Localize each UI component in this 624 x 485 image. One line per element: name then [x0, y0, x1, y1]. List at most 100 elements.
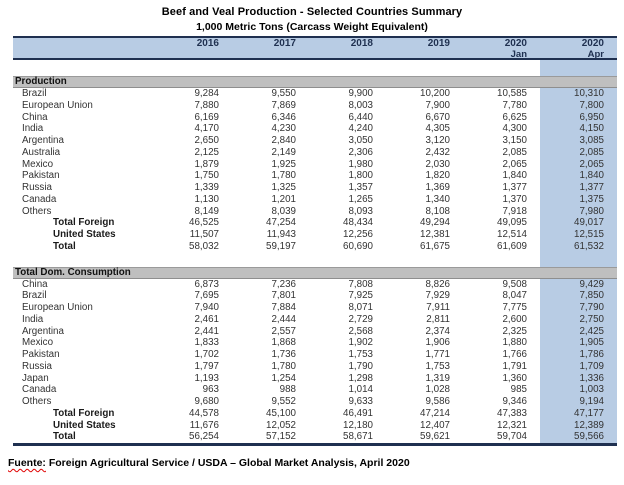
value-cell: 1,028: [425, 384, 450, 396]
value-cell: 1,797: [194, 360, 219, 372]
page-title: Beef and Veal Production - Selected Coun…: [161, 6, 463, 18]
value-cell: 1,753: [425, 360, 450, 372]
value-cell: 4,300: [502, 123, 527, 135]
value-cell: 1,014: [348, 384, 373, 396]
column-header: 2019: [386, 38, 463, 60]
value-cell: 8,039: [271, 205, 296, 217]
summary-table: 2016 2017 2018 2019 2020 Jan 2020 Apr Productio…: [13, 36, 617, 446]
value-cell: 1,925: [271, 158, 296, 170]
table-row: Mexico 1,879 1,925 1,980 2,030 2,065 2,065: [13, 158, 617, 171]
value-cell: 2,557: [271, 325, 296, 337]
table-row: Mexico 1,833 1,868 1,902 1,906 1,880 1,905: [13, 337, 617, 349]
table-row: India 4,170 4,230 4,240 4,305 4,300 4,150: [13, 123, 617, 135]
table-row: Total 56,254 57,152 58,671 59,621 59,704 59,56…: [13, 431, 617, 443]
page-subtitle: 1,000 Metric Tons (Carcass Weight Equiva…: [196, 21, 428, 33]
table-row: Australia 2,125 2,149 2,306 2,432 2,085 2,085: [13, 146, 617, 159]
value-cell: 58,032: [189, 240, 219, 252]
column-header: 2020 Jan: [463, 38, 540, 60]
value-cell: 9,552: [271, 396, 296, 407]
table-row: Pakistan 1,702 1,736 1,753 1,771 1,766 1,786: [13, 349, 617, 361]
value-cell: 1,319: [425, 372, 450, 384]
value-cell: 4,170: [194, 123, 219, 135]
value-cell: 1,709: [540, 360, 617, 373]
value-cell: 1,905: [540, 337, 617, 349]
row-label: Total: [53, 240, 76, 252]
value-cell: 2,568: [348, 325, 373, 337]
value-cell: 1,833: [194, 337, 219, 349]
value-cell: 46,491: [343, 407, 373, 419]
row-label: Pakistan: [22, 349, 60, 360]
value-cell: 7,911: [426, 302, 450, 313]
value-cell: 6,670: [425, 111, 450, 123]
column-header: 2016: [155, 38, 232, 60]
row-label: China: [22, 111, 48, 123]
value-cell: 1,753: [348, 349, 373, 360]
table-row: Brazil 9,284 9,550 9,900 10,200 10,585 10,310: [13, 88, 617, 100]
value-cell: 7,800: [540, 99, 617, 112]
row-label: Canada: [22, 384, 57, 396]
value-cell: 1,298: [348, 372, 373, 384]
value-cell: 9,284: [194, 88, 219, 99]
value-cell: 2,444: [271, 313, 296, 325]
value-cell: 3,050: [348, 135, 373, 146]
value-cell: 2,149: [271, 146, 296, 158]
value-cell: 7,940: [194, 302, 219, 313]
value-cell: 7,236: [271, 278, 296, 290]
column-header: 2020 Apr: [540, 38, 617, 60]
column-header-year: 2018: [350, 38, 373, 49]
value-cell: 46,525: [189, 217, 219, 229]
value-cell: 59,621: [420, 431, 450, 443]
source-text: Foreign Agricultural Service / USDA – Gl…: [48, 457, 410, 469]
value-cell: 49,294: [420, 217, 450, 229]
value-cell: 6,950: [540, 111, 617, 124]
value-cell: 1,265: [348, 193, 373, 205]
value-cell: 3,085: [540, 135, 617, 147]
table-row: Pakistan 1,750 1,780 1,800 1,820 1,840 1,840: [13, 170, 617, 182]
value-cell: 1,201: [271, 193, 296, 205]
value-cell: 10,200: [420, 88, 450, 99]
value-cell: 8,826: [425, 278, 450, 290]
value-cell: 1,736: [271, 349, 296, 360]
value-cell: 47,383: [497, 407, 527, 419]
column-header-sub: Apr: [587, 49, 604, 60]
value-cell: 1,193: [194, 372, 219, 384]
value-cell: 7,880: [194, 99, 219, 111]
value-cell: 6,346: [271, 111, 296, 123]
value-cell: 47,254: [266, 217, 296, 229]
row-label: Japan: [22, 372, 49, 384]
column-header-year: 2020: [504, 38, 527, 49]
value-cell: 8,108: [425, 205, 450, 217]
value-cell: 11,507: [189, 229, 219, 240]
value-cell: 1,790: [348, 360, 373, 372]
value-cell: 57,152: [266, 431, 296, 443]
value-cell: 60,690: [343, 240, 373, 252]
value-cell: 47,214: [420, 407, 450, 419]
row-label: Brazil: [22, 290, 47, 302]
row-label: European Union: [22, 302, 93, 313]
value-cell: 7,695: [194, 290, 219, 302]
value-cell: 44,578: [189, 407, 219, 419]
table-row: Total Foreign 44,578 45,100 46,491 47,214 47,…: [13, 407, 617, 420]
value-cell: 7,780: [502, 99, 527, 111]
value-cell: 2,125: [194, 146, 219, 158]
value-cell: 45,100: [266, 407, 296, 419]
table-row: China 6,169 6,346 6,440 6,670 6,625 6,950: [13, 111, 617, 124]
table-body: Production Brazil 9,284 9,550 9,900 10,200 10,…: [13, 76, 617, 443]
value-cell: 10,310: [540, 88, 617, 100]
row-label: Total Foreign: [53, 217, 115, 229]
value-cell: 7,929: [425, 290, 450, 302]
value-cell: 2,306: [348, 146, 373, 158]
value-cell: 8,071: [348, 302, 373, 313]
value-cell: 1,369: [425, 182, 450, 193]
value-cell: 6,873: [194, 278, 219, 290]
source-label: Fuente:: [8, 457, 46, 469]
value-cell: 6,169: [194, 111, 219, 123]
table-row: China 6,873 7,236 7,808 8,826 9,508 9,429: [13, 278, 617, 291]
row-label: Australia: [22, 146, 61, 158]
value-cell: 12,180: [343, 419, 373, 431]
value-cell: 12,407: [420, 419, 450, 431]
table-row: Others 9,680 9,552 9,633 9,586 9,346 9,194: [13, 396, 617, 408]
value-cell: 1,375: [540, 193, 617, 206]
value-cell: 1,325: [271, 182, 296, 193]
value-cell: 4,240: [348, 123, 373, 135]
